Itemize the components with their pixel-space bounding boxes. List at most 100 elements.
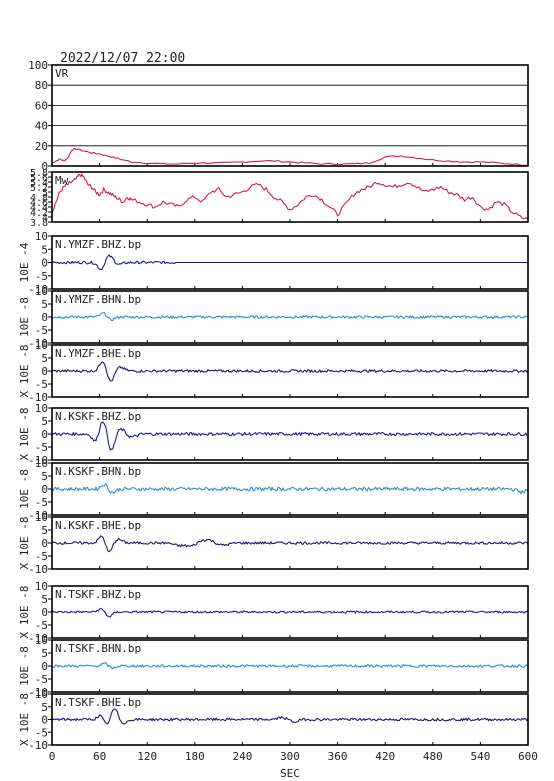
panel-label: N.YMZF.BHE.bp	[55, 347, 141, 360]
y-tick-label: 20	[35, 140, 48, 153]
y-tick-label: 4.8	[30, 193, 48, 204]
y-axis-label: X 10E -8	[18, 408, 31, 461]
x-tick-label: 300	[280, 750, 300, 763]
panel-frame	[51, 290, 529, 344]
x-tick-label: 0	[49, 750, 56, 763]
x-tick-label: 240	[232, 750, 252, 763]
x-tick-label: 540	[470, 750, 490, 763]
x-tick-label: 120	[137, 750, 157, 763]
panel-frame	[51, 585, 529, 639]
x-axis-label: SEC	[280, 767, 300, 780]
panel-frame	[51, 64, 529, 167]
panel-label: N.TSKF.BHE.bp	[55, 696, 141, 709]
y-tick-label: 10	[35, 580, 48, 593]
y-tick-label: -10	[28, 686, 48, 699]
y-tick-label: 10	[35, 402, 48, 415]
y-tick-label: 0	[41, 714, 48, 727]
panel-label: N.KSKF.BHN.bp	[55, 465, 141, 478]
trace-8	[52, 535, 529, 553]
y-tick-label: -5	[35, 378, 48, 391]
y-tick-label: -10	[28, 391, 48, 404]
y-tick-label: 60	[35, 99, 48, 112]
figure-title: 2022/12/07 22:00	[60, 51, 185, 66]
y-tick-label: -5	[35, 496, 48, 509]
y-tick-label: 5	[41, 243, 48, 256]
y-tick-label: 5.6	[30, 173, 48, 184]
y-tick-label: 0	[41, 606, 48, 619]
y-tick-label: 0	[41, 257, 48, 270]
y-tick-label: 10	[35, 285, 48, 298]
y-axis-label: 10E -4	[18, 242, 31, 282]
trace-1	[51, 147, 529, 166]
y-tick-label: 5.4	[30, 178, 48, 189]
trace-5	[51, 361, 529, 382]
y-tick-label: 10	[35, 457, 48, 470]
trace-2	[51, 173, 529, 220]
y-tick-label: -10	[28, 563, 48, 576]
y-tick-label: -5	[35, 550, 48, 563]
panel-label: N.TSKF.BHZ.bp	[55, 588, 141, 601]
trace-10	[52, 662, 529, 670]
y-axis-label: X 10E -8	[18, 693, 31, 746]
y-tick-label: 4.6	[30, 198, 48, 209]
panel-label: N.TSKF.BHN.bp	[55, 642, 141, 655]
y-tick-label: -5	[35, 619, 48, 632]
y-tick-label: 4.4	[30, 203, 48, 214]
y-tick-label: 0	[41, 537, 48, 550]
panel-2: 3.844.24.44.64.855.25.45.65.8 Mw	[30, 168, 529, 229]
y-tick-label: 0	[41, 428, 48, 441]
x-tick-label: 360	[328, 750, 348, 763]
y-tick-label: 10	[35, 511, 48, 524]
x-tick-label: 180	[185, 750, 205, 763]
y-axis-label: 10E -8	[18, 469, 31, 509]
y-tick-label: 5	[41, 593, 48, 606]
y-tick-label: 5	[41, 701, 48, 714]
x-tick-label: 60	[93, 750, 106, 763]
panel-label: N.YMZF.BHZ.bp	[55, 238, 141, 251]
panel-1: 0 20 40 60 80 100 VR	[28, 59, 529, 173]
trace-11	[51, 708, 529, 725]
y-tick-label: 0	[41, 660, 48, 673]
y-tick-label: -10	[28, 454, 48, 467]
panel-label: N.KSKF.BHZ.bp	[55, 410, 141, 423]
y-tick-label: 5.2	[30, 183, 48, 194]
y-tick-label: 4	[42, 213, 48, 224]
y-tick-label: -10	[28, 509, 48, 522]
panel-frame	[51, 462, 529, 516]
y-axis-label: 10E -8	[18, 297, 31, 337]
y-tick-label: -10	[28, 337, 48, 350]
x-tick-label: 600	[518, 750, 538, 763]
y-axis-label: 10E -8	[18, 646, 31, 686]
y-tick-label: -5	[35, 673, 48, 686]
x-tick-label: 480	[423, 750, 443, 763]
trace-7	[51, 483, 529, 495]
panel-label: VR	[55, 67, 69, 80]
y-tick-label: -5	[35, 441, 48, 454]
y-tick-label: 10	[35, 339, 48, 352]
y-tick-label: 10	[35, 688, 48, 701]
y-tick-label: 5	[42, 188, 48, 199]
y-tick-label: 0	[41, 311, 48, 324]
y-tick-label: 5	[41, 524, 48, 537]
panel-frame	[51, 639, 529, 693]
y-tick-label: -10	[28, 283, 48, 296]
panel-frame	[51, 171, 529, 223]
y-axis-label: X 10E -8	[18, 345, 31, 398]
y-tick-label: 10	[35, 634, 48, 647]
y-tick-label: 10	[35, 230, 48, 243]
panel-label: N.KSKF.BHE.bp	[55, 519, 141, 532]
y-tick-label: 3.8	[30, 218, 48, 229]
y-tick-label: 100	[28, 59, 48, 72]
trace-9	[51, 607, 529, 618]
y-tick-label: -10	[28, 739, 48, 752]
panel-label: N.YMZF.BHN.bp	[55, 293, 141, 306]
panels: 020406080100VR3.844.24.44.64.855.25.45.6…	[18, 59, 529, 752]
y-tick-label: 5	[41, 647, 48, 660]
x-tick-label: 420	[375, 750, 395, 763]
